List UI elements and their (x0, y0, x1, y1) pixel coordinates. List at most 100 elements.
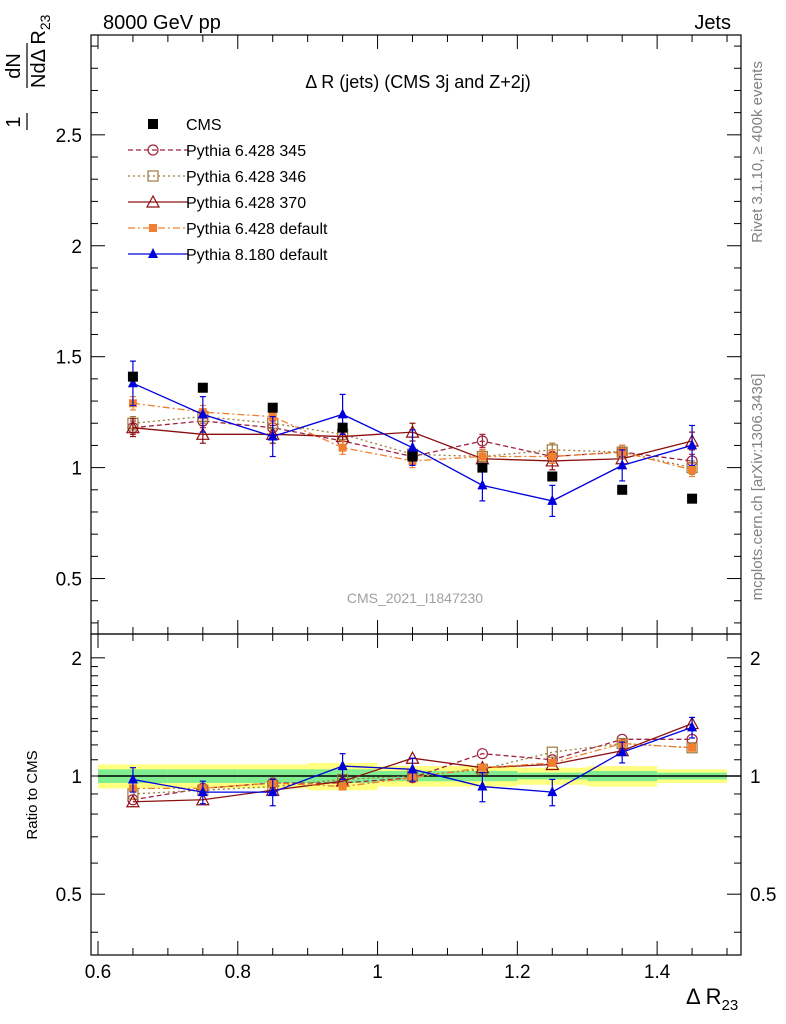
data-point-marker (195, 427, 210, 440)
main-series-pythia-8-180-default (127, 360, 698, 518)
ylabel-denominator: NdΔ R23 (28, 14, 53, 88)
legend-entry: Pythia 6.428 370 (128, 194, 306, 212)
legend-label: Pythia 6.428 345 (186, 143, 306, 160)
data-point-marker (688, 465, 697, 474)
main-y-tick-label: 0.5 (56, 570, 82, 591)
rivet-label: Rivet 3.1.10, ≥ 400k events (749, 61, 766, 243)
data-point-marker (337, 422, 348, 433)
ratio-y-axis-label: Ratio to CMS (24, 750, 41, 839)
data-point-marker (407, 441, 418, 452)
x-tick-label: 1.2 (504, 962, 530, 983)
data-point-marker (147, 170, 159, 182)
data-point-marker (547, 471, 558, 482)
data-point-marker (338, 782, 347, 791)
data-point-marker (687, 493, 698, 504)
ylabel-numerator: dN (3, 53, 25, 79)
data-point-marker (197, 408, 208, 419)
legend-entry: Pythia 6.428 346 (128, 169, 306, 186)
data-point-marker (195, 792, 210, 806)
data-point-marker (125, 420, 140, 434)
data-point-marker (197, 382, 208, 393)
data-point-marker (617, 459, 628, 470)
legend-label: CMS (186, 117, 222, 134)
data-point-marker (477, 780, 488, 791)
legend-label: Pythia 6.428 default (186, 221, 328, 238)
data-point-marker (197, 786, 208, 797)
legend-entry: Pythia 6.428 345 (128, 143, 306, 160)
data-point-marker (125, 794, 140, 808)
data-point-marker (337, 760, 348, 771)
analysis-id: CMS_2021_I1847230 (347, 590, 483, 606)
legend-label: Pythia 8.180 default (186, 247, 328, 264)
data-point-marker (687, 439, 698, 450)
data-point-marker (148, 119, 158, 129)
data-point-marker (476, 435, 488, 447)
data-point-marker (407, 451, 418, 462)
ratio-y-tick-label: 2 (71, 649, 82, 670)
data-point-marker (478, 763, 487, 772)
data-point-marker (477, 462, 488, 473)
x-axis-label-sub: 23 (721, 997, 738, 1014)
legend-label: Pythia 6.428 370 (186, 195, 306, 212)
x-tick-label: 0.6 (85, 962, 111, 983)
data-point-marker (267, 430, 278, 441)
data-point-marker (148, 248, 158, 258)
x-axis-label-main: Δ R (686, 984, 721, 1009)
data-point-marker (478, 452, 487, 461)
main-series-cms (127, 371, 698, 504)
data-point-marker (687, 721, 698, 732)
legend-label: Pythia 6.428 346 (186, 169, 306, 186)
data-point-marker (145, 194, 161, 208)
process-label: Jets (694, 12, 731, 34)
x-tick-label: 0.8 (225, 962, 251, 983)
data-point-marker (617, 484, 628, 495)
data-point-marker (127, 371, 138, 382)
ratio-y-tick-label-right: 2 (750, 649, 761, 670)
legend-entry: CMS (148, 117, 222, 134)
data-point-marker (547, 494, 558, 505)
x-tick-label: 1.4 (644, 962, 671, 983)
ratio-series-pythia-8-180-default (127, 716, 698, 807)
collision-label: 8000 GeV pp (103, 12, 221, 34)
ratio-y-tick-label-right: 1 (750, 767, 761, 788)
data-point-marker (548, 758, 557, 767)
x-tick-label: 1 (372, 962, 383, 983)
mcplots-label: mcplots.cern.ch [arXiv:1306.3436] (749, 374, 766, 601)
legend: CMS Pythia 6.428 345 Pythia 6.428 346 Pythi… (128, 117, 328, 264)
data-point-marker (547, 786, 558, 797)
main-panel: 0.5 1 1.5 2 2.5 (56, 35, 741, 634)
data-point-marker (407, 763, 418, 774)
data-point-marker (548, 452, 557, 461)
ylabel-denominator-sub: 23 (37, 14, 53, 30)
data-point-marker (337, 408, 348, 419)
ratio-panel-frame (90, 633, 742, 956)
main-y-tick-label: 2.5 (56, 126, 82, 147)
ylabel-one: 1 (3, 116, 25, 127)
ratio-panel: 0.6 0.8 1 1.2 1.4 0.5 0.5 1 1 2 2 (56, 634, 776, 983)
ratio-y-tick-label: 0.5 (56, 885, 82, 906)
data-point-marker (477, 479, 488, 490)
data-point-marker (338, 443, 347, 452)
legend-entry: Pythia 6.428 default (128, 221, 328, 238)
data-point-marker (617, 746, 628, 757)
main-y-axis-label: 1 dN NdΔ R23 (3, 14, 53, 130)
series-line (132, 415, 693, 469)
x-axis-label: Δ R23 (686, 984, 738, 1014)
main-y-tick-label: 2 (71, 237, 82, 258)
main-y-tick-label: 1.5 (56, 348, 82, 369)
data-point-marker (149, 224, 157, 232)
main-y-tick-label: 1 (71, 459, 82, 480)
ratio-y-tick-label-right: 0.5 (750, 885, 776, 906)
data-point-marker (267, 402, 278, 413)
data-point-marker (147, 144, 159, 156)
data-point-marker (127, 773, 138, 784)
data-point-marker (267, 786, 278, 797)
data-point-marker (688, 743, 697, 752)
data-point-marker (476, 748, 488, 760)
legend-entry: Pythia 8.180 default (128, 247, 328, 264)
data-point-marker (127, 377, 138, 388)
ratio-y-tick-label: 1 (71, 767, 82, 788)
data-point-marker (546, 746, 558, 758)
main-title: Δ R (jets) (CMS 3j and Z+2j) (305, 72, 531, 92)
